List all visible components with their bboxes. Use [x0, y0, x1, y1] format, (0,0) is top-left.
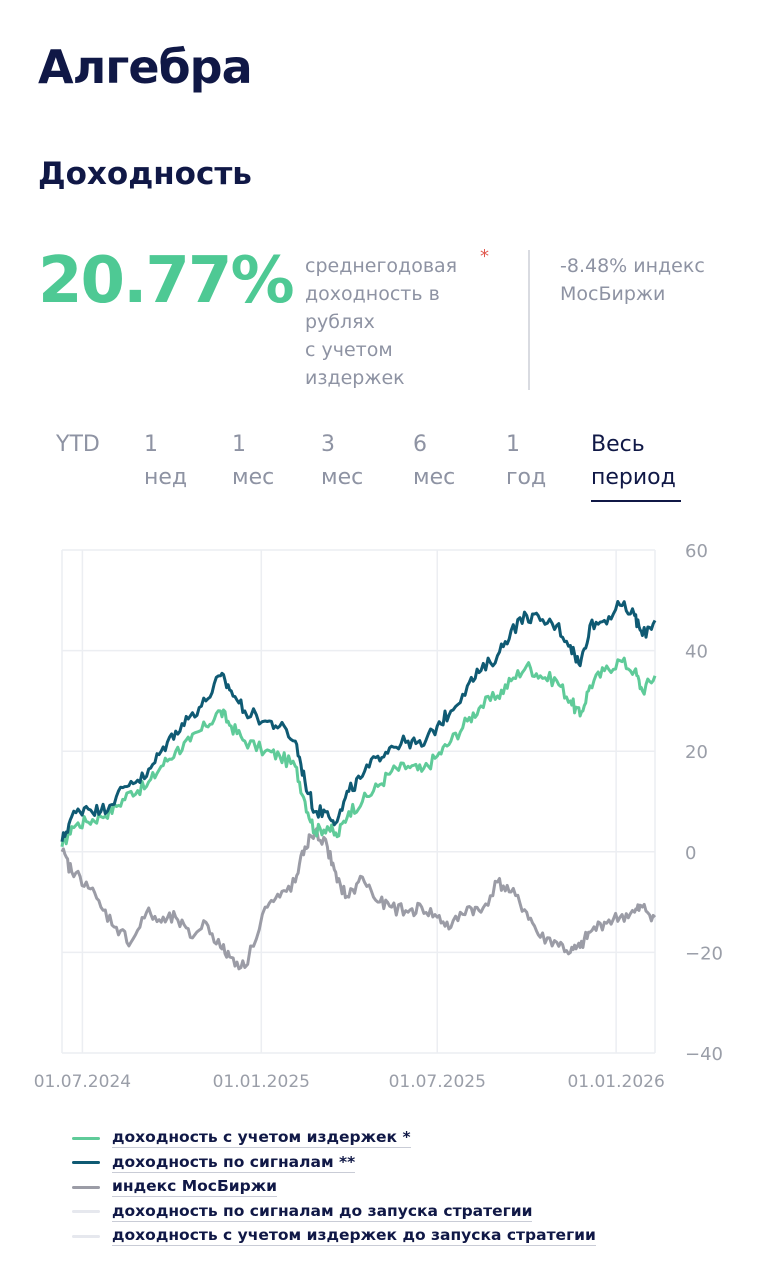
tab-1-month[interactable]: 1 мес — [232, 432, 275, 490]
x-tick-label: 01.01.2026 — [567, 1072, 664, 1092]
legend-label: индекс МосБиржи — [112, 1177, 278, 1198]
legend-swatch — [72, 1161, 100, 1165]
series-line-2 — [60, 827, 657, 971]
annual-return-description: среднегодовая доходность в рублях с учет… — [305, 255, 458, 389]
moex-index-note: -8.48% индекс МосБиржи — [560, 255, 705, 305]
page-title: Алгебра — [38, 40, 253, 94]
section-title: Доходность — [38, 156, 252, 192]
legend-label: доходность по сигналам ** — [112, 1152, 356, 1173]
series-line-0 — [60, 656, 657, 848]
x-tick-label: 01.01.2025 — [213, 1072, 310, 1092]
y-tick-label: 40 — [685, 642, 708, 663]
y-tick-label: −40 — [685, 1044, 723, 1065]
legend-label: доходность с учетом издержек до запуска … — [112, 1226, 596, 1247]
legend-label: доходность по сигналам до запуска страте… — [112, 1201, 533, 1222]
x-tick-label: 01.07.2024 — [34, 1072, 131, 1092]
y-tick-label: −20 — [685, 943, 723, 964]
footnote-asterisk[interactable]: * — [480, 246, 489, 267]
tab-ytd[interactable]: YTD — [56, 432, 100, 457]
legend-item[interactable]: доходность с учетом издержек * — [72, 1126, 596, 1151]
legend-item[interactable]: доходность с учетом издержек до запуска … — [72, 1224, 596, 1249]
y-tick-label: 60 — [685, 541, 708, 562]
period-tabs: YTD 1 нед 1 мес 3 мес 6 мес 1 год Весь п… — [0, 428, 777, 508]
legend-item[interactable]: доходность по сигналам ** — [72, 1151, 596, 1176]
returns-chart: 60 40 20 0 −20 −40 01.07.2024 01.01.2025 01.07.2… — [34, 541, 723, 1092]
legend-swatch — [72, 1210, 100, 1214]
legend-label: доходность с учетом издержек * — [112, 1128, 411, 1149]
active-tab-indicator — [591, 500, 681, 502]
tab-1-year[interactable]: 1 год — [506, 432, 547, 490]
y-tick-label: 20 — [685, 742, 708, 763]
y-tick-label: 0 — [685, 843, 696, 864]
tab-3-months[interactable]: 3 мес — [321, 432, 364, 490]
tab-all-period[interactable]: Весь период — [591, 432, 676, 490]
tab-6-months[interactable]: 6 мес — [413, 432, 456, 490]
tab-1-week[interactable]: 1 нед — [144, 432, 188, 490]
legend-swatch — [72, 1136, 100, 1140]
series-line-1 — [60, 600, 657, 842]
x-tick-label: 01.07.2025 — [389, 1072, 486, 1092]
legend-swatch — [72, 1234, 100, 1238]
chart-legend: доходность с учетом издержек * доходност… — [72, 1126, 596, 1249]
legend-item[interactable]: доходность по сигналам до запуска страте… — [72, 1200, 596, 1225]
legend-item[interactable]: индекс МосБиржи — [72, 1175, 596, 1200]
summary-divider — [528, 250, 530, 390]
annual-return-value: 20.77% — [38, 244, 295, 318]
legend-swatch — [72, 1185, 100, 1189]
